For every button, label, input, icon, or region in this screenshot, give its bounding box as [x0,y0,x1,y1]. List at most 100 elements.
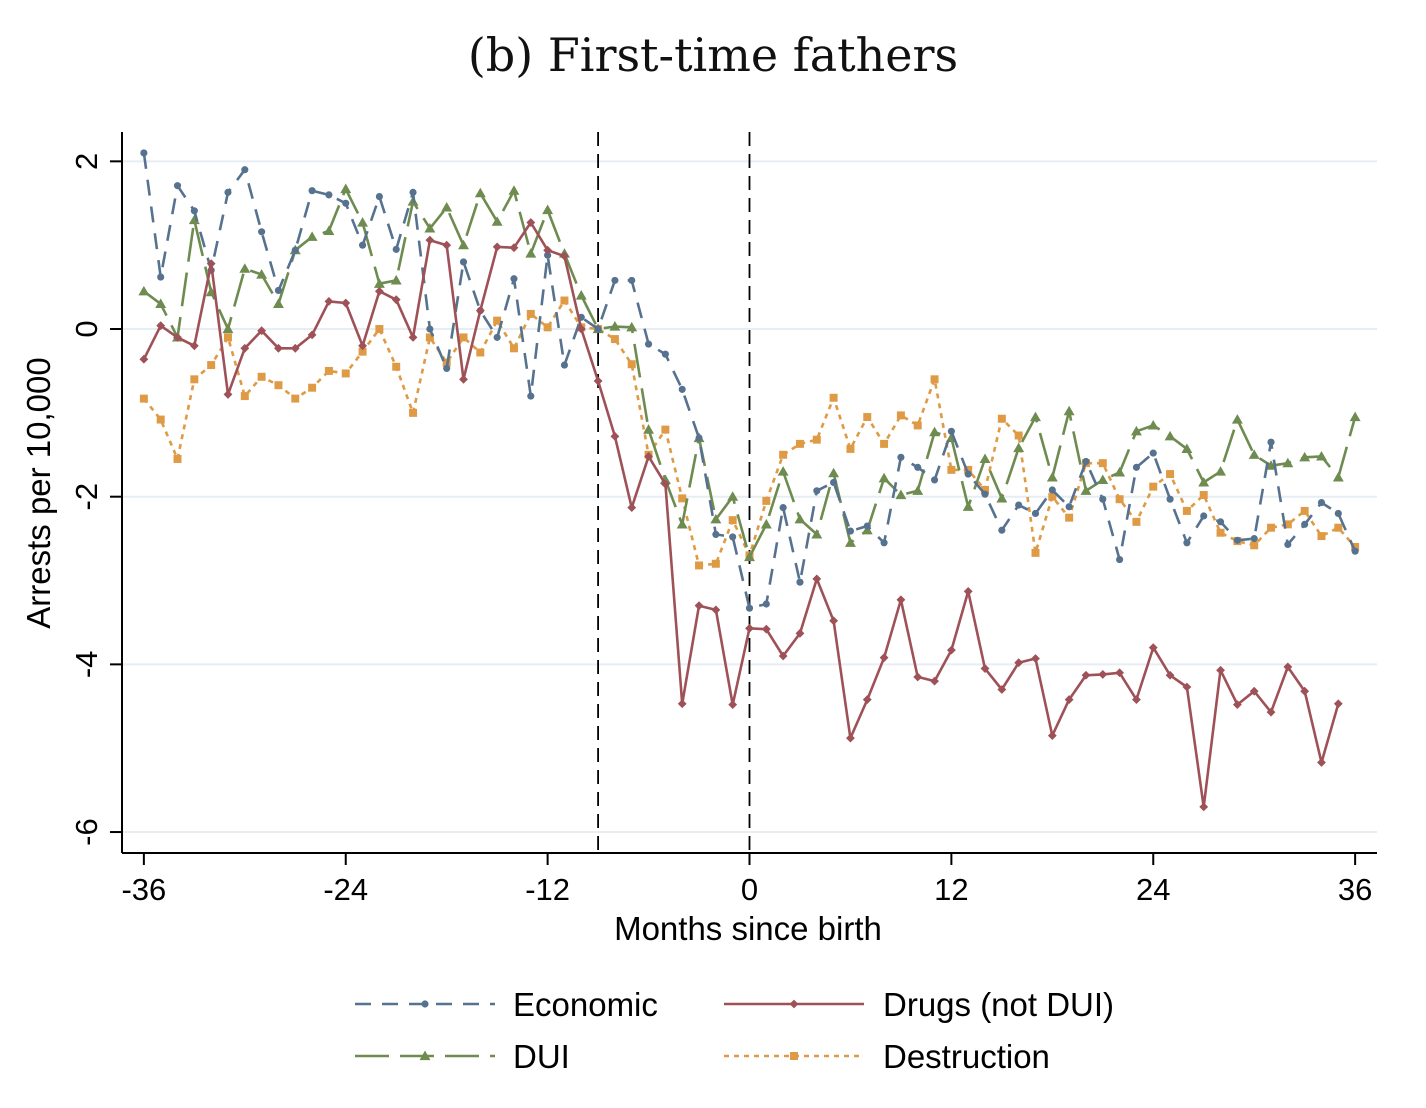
data-point-destruction [947,465,956,474]
data-point-destruction [1014,431,1023,440]
data-point-destruction [324,366,333,375]
data-point-economic [1200,512,1208,520]
data-point-drugs-not-dui [778,651,788,661]
data-point-drugs-not-dui [223,390,233,399]
data-point-dui [1046,471,1058,482]
data-point-destruction [1334,523,1343,532]
data-point-economic [981,490,989,498]
data-point-destruction [762,496,771,505]
legend-marker-economic [421,1000,429,1008]
data-point-economic [325,191,333,199]
data-point-economic [157,273,165,281]
data-point-drugs-not-dui [206,259,216,269]
data-point-destruction [1048,492,1057,501]
data-point-economic [241,166,249,174]
data-point-economic [1301,520,1309,528]
data-point-economic [308,187,316,195]
data-point-drugs-not-dui [341,298,351,308]
data-point-dui [491,216,503,226]
data-point-dui [1299,451,1311,462]
data-point-dui [744,551,755,562]
data-point-dui [256,269,268,279]
data-point-drugs-not-dui [1199,802,1209,812]
data-point-economic [998,526,1006,534]
data-point-destruction [1283,520,1292,529]
data-point-drugs-not-dui [509,243,519,253]
data-point-dui [1231,414,1243,424]
tick-labels: 2 0 -2 -4 -6 -36 -24 -12 0 12 24 36 [69,153,1373,907]
data-point-economic [678,385,686,393]
data-point-economic [729,533,737,541]
data-point-economic [846,527,855,535]
data-point-economic [375,192,383,201]
data-point-destruction [1216,528,1225,537]
data-point-economic [459,258,468,266]
data-point-dui [727,491,739,501]
data-point-destruction [1031,548,1040,557]
data-point-destruction [1166,470,1175,479]
data-point-economic [914,463,922,471]
data-point-drugs-not-dui [1014,658,1024,668]
data-point-drugs-not-dui [846,733,855,743]
data-point-dui [878,472,890,483]
data-point-destruction [1098,459,1107,468]
data-point-dui [912,485,924,495]
data-point-dui [1114,466,1126,477]
data-point-destruction [291,394,300,403]
y-tick-label: 2 [69,153,104,170]
data-point-economic [1149,449,1157,457]
data-point-dui [357,217,369,227]
data-point-destruction [1149,482,1158,491]
data-point-destruction [425,333,434,342]
data-point-dui [1265,460,1277,470]
data-point-dui [542,204,554,215]
data-point-drugs-not-dui [627,503,637,513]
data-point-economic [527,392,535,400]
data-point-destruction [678,494,687,503]
data-point-destruction [711,559,720,568]
data-point-destruction [526,309,535,318]
data-point-economic [392,245,400,253]
data-point-dui [323,225,335,236]
data-point-drugs-not-dui [1283,662,1293,672]
data-point-economic [426,325,434,333]
data-point-dui [239,263,251,273]
reference-lines [597,132,751,853]
data-point-destruction [997,414,1006,423]
legend-marker-dui [419,1050,431,1061]
data-point-drugs-not-dui [795,628,805,638]
data-point-destruction [728,516,737,525]
data-point-economic [611,276,619,284]
data-point-drugs-not-dui [425,235,435,245]
data-point-dui [138,285,150,296]
data-point-dui [895,489,907,500]
data-point-drugs-not-dui [560,251,569,261]
data-point-drugs-not-dui [829,616,839,626]
data-point-economic [813,487,821,495]
data-point-destruction [913,421,922,430]
data-point-dui [1130,425,1142,436]
data-point-economic [594,325,602,333]
x-tick-label: -24 [323,872,368,907]
data-point-economic [661,350,669,358]
data-point-dui [626,321,638,332]
data-point-drugs-not-dui [189,341,199,351]
data-point-destruction [257,372,266,381]
series [138,149,1361,812]
data-point-destruction [493,316,502,325]
data-point-drugs-not-dui [307,330,317,340]
data-point-dui [424,222,436,233]
data-point-drugs-not-dui [1182,682,1192,692]
data-point-drugs-not-dui [1064,695,1074,704]
data-point-dui [828,467,840,478]
x-tick-label: 24 [1136,872,1170,907]
data-point-drugs-not-dui [1249,686,1259,696]
data-point-destruction [274,381,283,390]
data-point-economic [258,228,266,236]
data-point-drugs-not-dui [290,343,300,353]
data-point-drugs-not-dui [1333,699,1343,709]
data-point-drugs-not-dui [1098,670,1108,679]
data-point-economic [1031,509,1040,518]
data-point-dui [1013,442,1025,453]
data-point-economic [779,504,787,512]
